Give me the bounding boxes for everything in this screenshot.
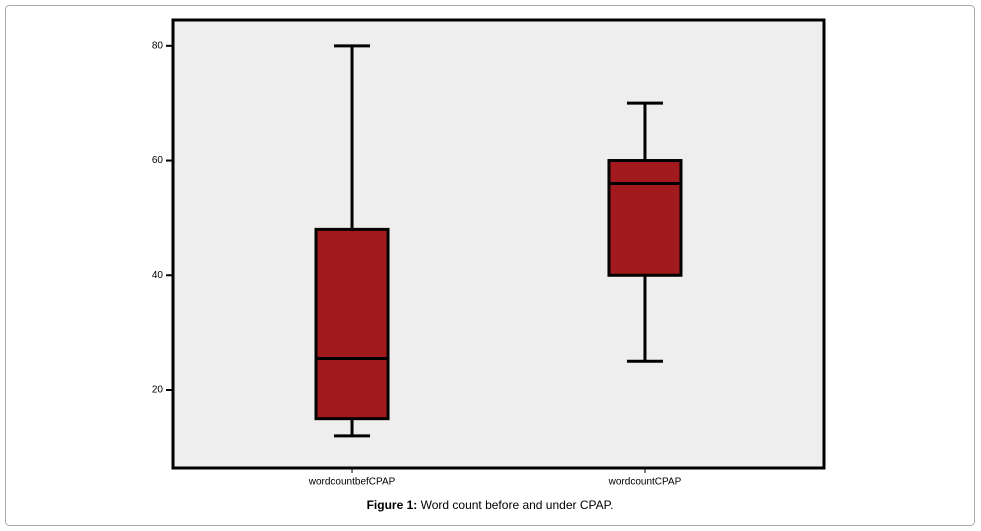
caption-text: Word count before and under CPAP. xyxy=(421,498,614,512)
y-tick-label: 40 xyxy=(152,270,164,281)
y-tick-label: 80 xyxy=(152,40,164,51)
plot-area xyxy=(171,18,826,470)
x-tick-label: wordcountCPAP xyxy=(608,477,682,488)
y-tick-label: 60 xyxy=(152,155,164,166)
y-tick-label: 20 xyxy=(152,385,164,396)
box xyxy=(607,159,683,277)
box xyxy=(314,227,390,421)
figure-label: Figure 1: xyxy=(367,498,418,512)
x-tick-label: wordcountbefCPAP xyxy=(308,477,396,488)
caption: Figure 1: Word count before and under CP… xyxy=(367,498,614,512)
